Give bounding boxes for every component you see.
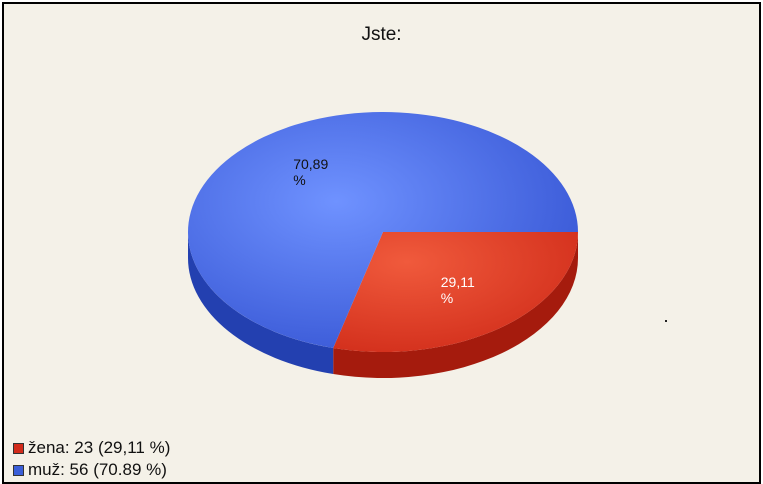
legend-swatch-zena (13, 442, 24, 454)
legend-swatch-muz (13, 464, 24, 476)
pie-side-zena (333, 232, 578, 378)
pie-chart: 29,11 % 70,89% (188, 112, 579, 378)
pie-slice-muz (188, 112, 579, 349)
chart-legend: žena: 23 (29,11 %) muž: 56 (70.89 %) (13, 437, 170, 481)
stray-dot (665, 320, 667, 322)
pie-slice-zena (333, 232, 578, 352)
legend-item-zena: žena: 23 (29,11 %) (13, 437, 170, 459)
pie-label-muz: 70,89% (293, 156, 328, 188)
pie-side-muz (188, 232, 334, 375)
chart-title: Jste: (361, 24, 402, 45)
legend-label-muz: muž: 56 (70.89 %) (28, 460, 167, 479)
legend-item-muz: muž: 56 (70.89 %) (13, 459, 170, 481)
legend-label-zena: žena: 23 (29,11 %) (28, 438, 171, 457)
pie-label-zena: 29,11% (441, 274, 475, 306)
